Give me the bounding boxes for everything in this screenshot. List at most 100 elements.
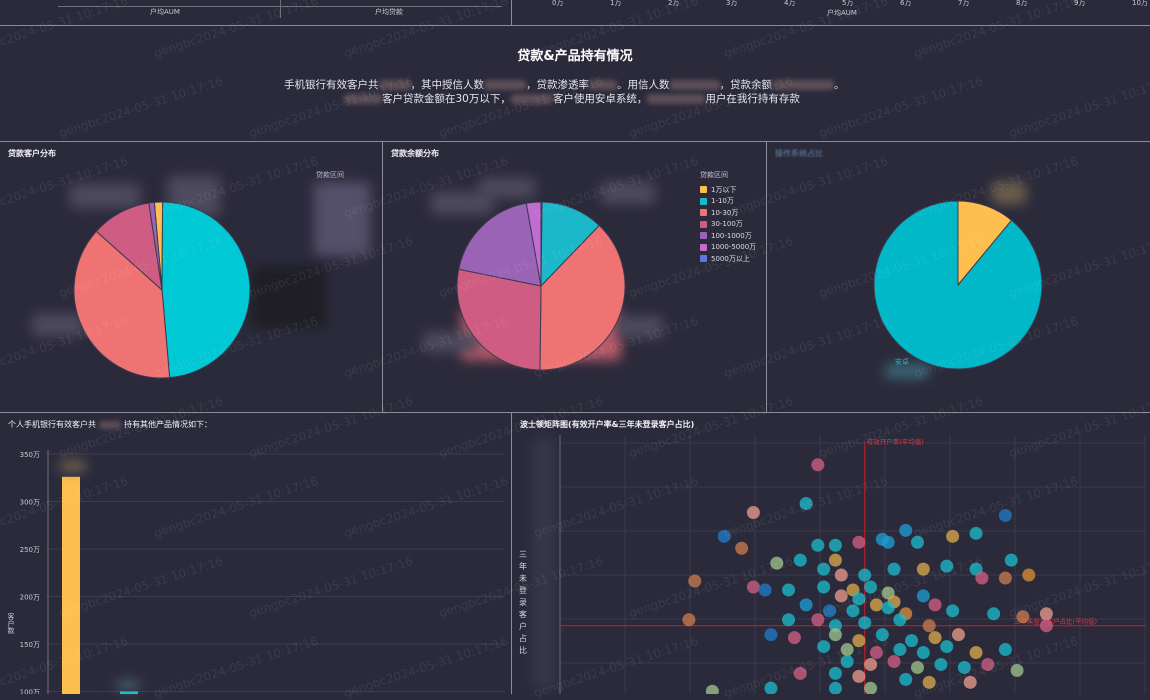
scatter-point bbox=[834, 568, 848, 582]
scatter-point bbox=[834, 589, 848, 603]
top-left-label-loan: 户均贷款 bbox=[375, 8, 403, 16]
scatter-point bbox=[998, 508, 1012, 522]
scatter-point bbox=[916, 589, 930, 603]
blurred-label bbox=[116, 681, 140, 689]
summary-text: 客户贷款金额在30万以下， bbox=[382, 93, 511, 105]
scatter-point bbox=[910, 535, 924, 549]
top-left-divider bbox=[280, 0, 281, 18]
scatter-point bbox=[852, 634, 866, 648]
y-tick-label: 350万 bbox=[20, 451, 40, 459]
scatter-point bbox=[811, 538, 825, 552]
y-tick-label: 200万 bbox=[20, 594, 40, 602]
scatter-point bbox=[922, 619, 936, 633]
top-left-panel: 户均AUM 户均贷款 bbox=[0, 0, 512, 26]
h-average-label: 三年未登录客户占比(平均值) bbox=[1014, 617, 1097, 626]
scatter-point bbox=[1016, 610, 1030, 624]
bar bbox=[62, 476, 80, 694]
scatter-point bbox=[758, 583, 772, 597]
loan-balance-title: 贷款余额分布 bbox=[391, 149, 439, 158]
legend-item[interactable]: 30-100万 bbox=[700, 219, 756, 231]
scatter-point bbox=[934, 657, 948, 671]
legend-item[interactable]: 5000万以上 bbox=[700, 253, 756, 265]
os-share-title: 操作系统占比 bbox=[775, 149, 823, 158]
legend-swatch bbox=[700, 186, 707, 194]
scatter-point bbox=[969, 646, 983, 660]
summary-text: 。用信人数 bbox=[617, 79, 670, 91]
legend-item[interactable]: 100-1000万 bbox=[700, 230, 756, 242]
os-share-pie bbox=[873, 200, 1043, 370]
bcg-title: 波士顿矩阵图(有效开户率&三年未登录客户占比) bbox=[520, 420, 695, 429]
summary-text: 手机银行有效客户共 bbox=[284, 79, 379, 91]
scatter-point bbox=[735, 541, 749, 555]
scatter-point bbox=[858, 616, 872, 630]
x-tick-label: 9万 bbox=[1074, 0, 1086, 7]
scatter-point bbox=[787, 631, 801, 645]
scatter-point bbox=[887, 562, 901, 576]
legend-swatch bbox=[700, 209, 707, 217]
y-tick-label: 250万 bbox=[20, 546, 40, 554]
y-tick-label: 100万 bbox=[20, 689, 40, 695]
x-tick-label: 5万 bbox=[842, 0, 854, 7]
legend-label: 1-10万 bbox=[711, 197, 734, 206]
blurred-label bbox=[601, 182, 655, 204]
loan-customer-slice bbox=[148, 201, 163, 291]
scatter-point bbox=[799, 497, 813, 511]
blurred-label bbox=[70, 184, 140, 208]
scatter-point bbox=[881, 601, 895, 615]
legend-item[interactable]: 10-30万 bbox=[700, 207, 756, 219]
summary-text: ，贷款渗透率 bbox=[526, 79, 589, 91]
scatter-point bbox=[817, 640, 831, 654]
scatter-point bbox=[940, 559, 954, 573]
scatter-point bbox=[793, 553, 807, 567]
scatter-point bbox=[811, 458, 825, 472]
scatter-point bbox=[905, 634, 919, 648]
scatter-point bbox=[840, 654, 854, 668]
bcg-y-label: 三年未登录客户占比 bbox=[519, 550, 527, 655]
legend-item[interactable]: 1000-5000万 bbox=[700, 242, 756, 254]
v-average-label: 有效开户率(平均值) bbox=[867, 437, 924, 446]
x-tick-label: 0万 bbox=[552, 0, 564, 7]
loan-customer-title: 贷款客户分布 bbox=[8, 149, 56, 158]
scatter-point bbox=[828, 666, 842, 680]
scatter-point bbox=[946, 604, 960, 618]
summary-text: ，贷款余额 bbox=[719, 79, 773, 91]
scatter-point bbox=[823, 604, 837, 618]
scatter-point bbox=[928, 631, 942, 645]
top-right-x-label: 户均AUM bbox=[827, 9, 857, 17]
scatter-point bbox=[817, 580, 831, 594]
scatter-point bbox=[764, 681, 778, 694]
legend-item[interactable]: 1-10万 bbox=[700, 196, 756, 208]
legend-swatch bbox=[700, 197, 707, 205]
scatter-point bbox=[1010, 663, 1024, 677]
scatter-point bbox=[852, 592, 866, 606]
os-share-label: 安卓 bbox=[895, 358, 909, 366]
loan-balance-pie bbox=[456, 201, 626, 371]
summary-line-1: 手机银行有效客户共 ，其中授信人数 ，贷款渗透率 。用信人数 ，贷款余额 。 bbox=[284, 77, 845, 92]
blurred-label bbox=[992, 182, 1026, 204]
blurred-label bbox=[431, 192, 493, 214]
os-share-slice bbox=[873, 200, 1043, 370]
blurred-label bbox=[60, 461, 86, 471]
scatter-point bbox=[852, 669, 866, 683]
scatter-point bbox=[799, 598, 813, 612]
scatter-point bbox=[840, 643, 854, 657]
loan-balance-slice bbox=[539, 224, 626, 371]
x-tick-label: 7万 bbox=[958, 0, 970, 7]
scatter-point bbox=[682, 613, 696, 627]
loan-customer-legend-title: 贷款区间 bbox=[316, 171, 344, 179]
blurred-label bbox=[32, 314, 84, 336]
scatter-point bbox=[746, 505, 760, 519]
bar bbox=[120, 691, 138, 694]
scatter-point bbox=[828, 538, 842, 552]
loan-customer-legend-blurred bbox=[314, 182, 370, 256]
scatter-point bbox=[981, 657, 995, 671]
scatter-point bbox=[957, 660, 971, 674]
scatter-point bbox=[1039, 619, 1053, 633]
scatter-point bbox=[998, 571, 1012, 585]
loan-balance-slice bbox=[458, 202, 542, 287]
legend-item[interactable]: 1万以下 bbox=[700, 184, 756, 196]
scatter-point bbox=[916, 646, 930, 660]
scatter-point bbox=[922, 675, 936, 689]
scatter-point bbox=[793, 666, 807, 680]
x-tick-label: 2万 bbox=[668, 0, 680, 7]
